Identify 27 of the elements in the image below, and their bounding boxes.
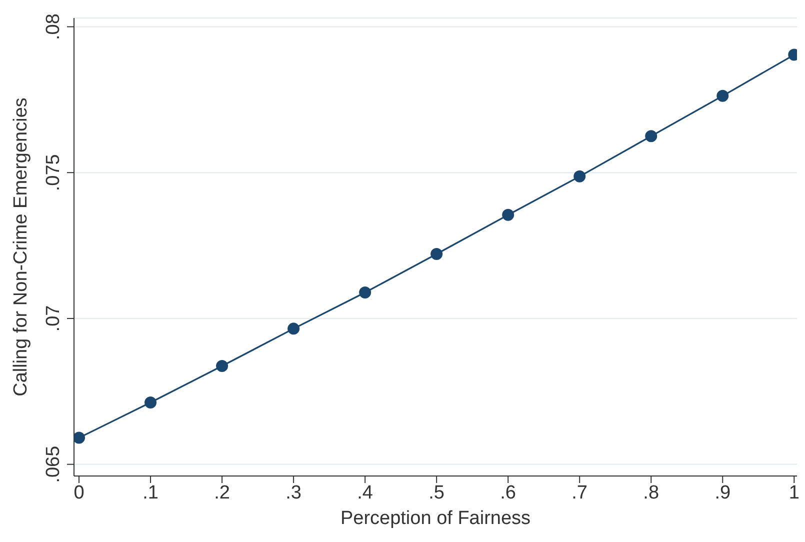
x-tick-label: .2	[214, 482, 230, 504]
x-axis-title: Perception of Fairness	[340, 508, 531, 529]
x-tick-label: .6	[500, 482, 516, 504]
y-tick-label: .075	[43, 154, 64, 192]
x-tick-label: 1	[788, 482, 800, 504]
y-tick-label: .065	[43, 446, 64, 483]
y-tick-label: .08	[43, 14, 64, 40]
point	[430, 248, 443, 260]
x-tick-label: .3	[286, 482, 302, 504]
point	[144, 396, 157, 408]
point	[359, 286, 372, 299]
point	[74, 432, 86, 444]
point	[502, 208, 514, 221]
x-tick-label: .7	[572, 482, 588, 504]
x-tick-label: .1	[142, 482, 158, 504]
x-tick-label: .5	[428, 482, 444, 504]
point	[288, 322, 300, 335]
x-tick-label: 0	[74, 482, 84, 504]
point	[216, 360, 228, 372]
x-tick-label: .4	[357, 482, 374, 504]
y-tick-label: .07	[43, 305, 64, 332]
point	[645, 130, 658, 142]
x-tick-label: .8	[643, 482, 660, 504]
y-axis-title: Calling for Non-Crime Emergencies	[10, 98, 32, 396]
x-tick-label: .9	[714, 482, 731, 504]
point	[716, 90, 729, 102]
point	[574, 170, 586, 182]
